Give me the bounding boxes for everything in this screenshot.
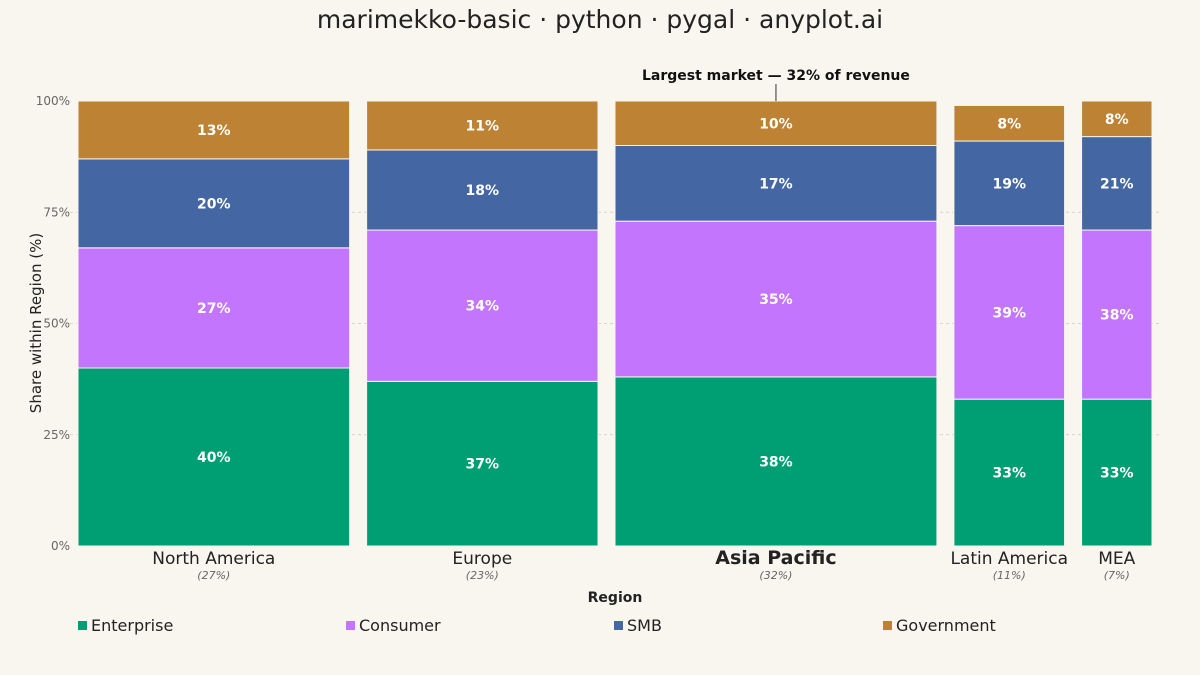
data-label: 27% [197, 301, 231, 317]
legend-item[interactable]: Enterprise [78, 616, 173, 635]
data-label: 8% [997, 116, 1021, 132]
legend-swatch [346, 621, 355, 630]
data-label: 19% [992, 176, 1026, 192]
x-tick-label: North America [152, 549, 275, 569]
y-tick-label: 0% [51, 539, 70, 553]
data-label: 33% [1100, 466, 1134, 482]
x-tick-label: Asia Pacific [715, 547, 836, 569]
bar-segment [614, 220, 938, 378]
x-tick-label: Latin America [950, 549, 1068, 569]
legend-label: SMB [627, 616, 662, 635]
legend-swatch [78, 621, 87, 630]
legend-label: Government [896, 616, 996, 635]
legend-item[interactable]: SMB [614, 616, 662, 635]
bar-segment [366, 149, 599, 231]
data-label: 11% [466, 118, 500, 134]
data-label: 38% [759, 454, 793, 470]
data-label: 20% [197, 196, 231, 212]
bar-segment [77, 247, 351, 369]
legend-label: Enterprise [91, 616, 174, 635]
x-tick-label: MEA [1098, 549, 1135, 569]
bar-segment [77, 367, 351, 547]
bar-segment [953, 398, 1066, 547]
annotation-text: Largest market — 32% of revenue [642, 68, 910, 84]
data-label: 40% [197, 450, 231, 466]
x-tick-label: Europe [452, 549, 512, 569]
bar-segment [614, 145, 938, 222]
bar-segment [953, 140, 1066, 227]
legend-label: Consumer [359, 616, 441, 635]
bar-segment [614, 376, 938, 547]
data-label: 17% [759, 176, 793, 192]
bar-segment [366, 380, 599, 547]
data-label: 10% [759, 116, 793, 132]
data-label: 37% [466, 457, 500, 473]
data-label: 13% [197, 123, 231, 139]
bar-segment [953, 225, 1066, 400]
y-tick-label: 100% [36, 94, 70, 108]
width-share-label: (32%) [759, 569, 792, 582]
y-axis-label: Share within Region (%) [27, 233, 45, 413]
bar-segment [614, 100, 938, 146]
bar-segment [1081, 136, 1153, 231]
y-tick-label: 25% [43, 428, 70, 442]
chart-title: marimekko-basic · python · pygal · anypl… [316, 5, 884, 34]
data-label: 34% [466, 299, 500, 315]
data-label: 18% [466, 183, 500, 199]
bar-segment [1081, 100, 1153, 138]
data-label: 33% [992, 466, 1026, 482]
width-share-label: (23%) [466, 569, 499, 582]
legend-item[interactable]: Consumer [346, 616, 441, 635]
bar-segment [1081, 398, 1153, 547]
bar-segment [953, 104, 1066, 142]
width-share-label: (11%) [993, 569, 1026, 582]
width-share-label: (27%) [197, 569, 230, 582]
bar-segment [77, 100, 351, 160]
bar-segment [366, 100, 599, 151]
y-tick-label: 75% [43, 205, 70, 219]
x-axis-label: Region [588, 590, 643, 606]
width-share-label: (7%) [1104, 569, 1130, 582]
data-label: 21% [1100, 176, 1134, 192]
legend-swatch [614, 621, 623, 630]
legend-item[interactable]: Government [883, 616, 996, 635]
legend: Enterprise Consumer SMB Government [0, 616, 1200, 640]
data-label: 8% [1105, 112, 1129, 128]
data-label: 39% [992, 305, 1026, 321]
data-label: 35% [759, 292, 793, 308]
y-tick-label: 50% [43, 317, 70, 331]
legend-swatch [883, 621, 892, 630]
data-label: 38% [1100, 308, 1134, 324]
